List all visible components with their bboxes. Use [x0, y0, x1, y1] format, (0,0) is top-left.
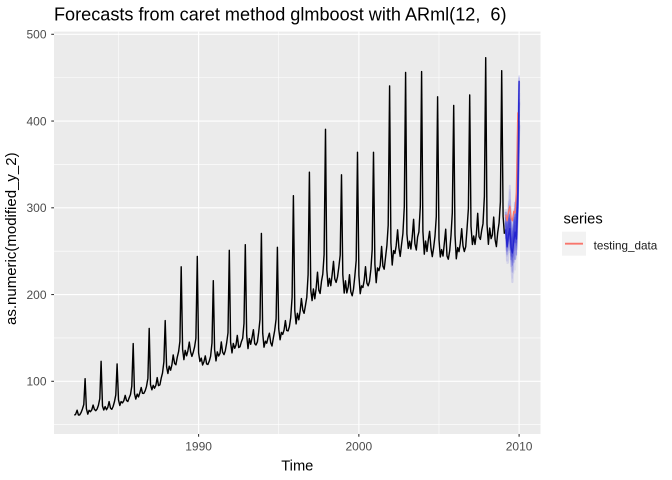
- svg-text:300: 300: [26, 201, 46, 215]
- svg-text:series: series: [564, 212, 603, 228]
- svg-text:Time: Time: [281, 458, 313, 474]
- svg-text:as.numeric(modified_y_2): as.numeric(modified_y_2): [3, 152, 20, 325]
- svg-text:1990: 1990: [185, 439, 212, 453]
- svg-text:testing_data: testing_data: [594, 240, 658, 253]
- svg-text:400: 400: [26, 114, 46, 128]
- svg-text:200: 200: [26, 288, 46, 302]
- svg-text:Forecasts from caret method gl: Forecasts from caret method glmboost wit…: [54, 4, 507, 24]
- svg-text:500: 500: [26, 28, 46, 42]
- svg-text:2010: 2010: [506, 439, 533, 453]
- svg-text:100: 100: [26, 375, 46, 389]
- svg-text:2000: 2000: [345, 439, 372, 453]
